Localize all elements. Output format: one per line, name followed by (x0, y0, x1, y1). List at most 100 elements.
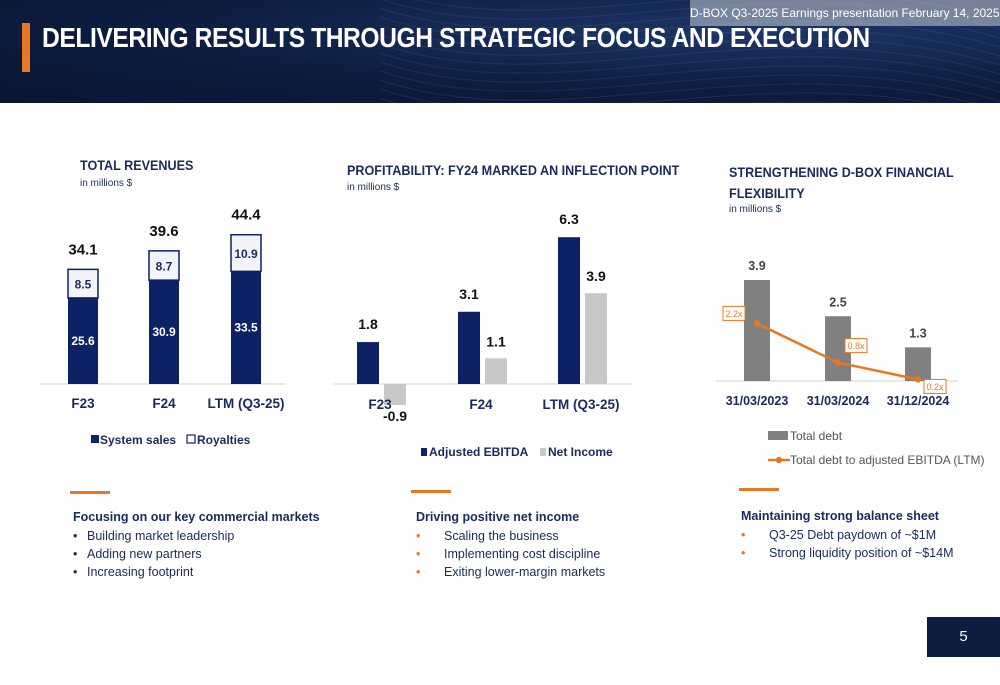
title-accent-bar (22, 23, 30, 72)
list-item: • Exiting lower-margin markets (416, 563, 605, 581)
list-item: • Q3-25 Debt paydown of ~$1M (741, 526, 954, 544)
legend-marker-debt-ratio (775, 456, 783, 464)
bar-total-debt (744, 279, 770, 381)
divider-profitability (411, 490, 451, 493)
bar-adjusted-ebitda (558, 237, 580, 384)
data-label-box (844, 338, 868, 354)
bullet-text: Building market leadership (87, 529, 235, 543)
wave-line (379, 16, 1000, 48)
data-label-debt-ratio: 2.2x (725, 309, 743, 319)
legend-label-royalties: Royalties (197, 433, 251, 447)
legend-label-total-debt: Total debt (790, 429, 843, 443)
tick-label: F23 (368, 397, 392, 412)
chart-subtitle-debt: in millions $ (729, 204, 782, 215)
data-label-total-debt: 3.9 (748, 259, 765, 273)
debt-bullets: • Q3-25 Debt paydown of ~$1M • Strong liqui… (741, 526, 954, 562)
list-item: • Strong liquidity position of ~$14M (741, 544, 954, 562)
wave-line (379, 88, 934, 103)
wave-line (379, 52, 1000, 84)
data-label-royalties: 8.5 (75, 278, 92, 292)
data-label-total-debt: 2.5 (829, 295, 846, 309)
list-item: • Implementing cost discipline (416, 545, 605, 563)
bar-net-income (485, 358, 507, 384)
data-label-net-income: 3.9 (586, 268, 606, 284)
bar-royalties (230, 233, 262, 273)
profitability-heading: Driving positive net income (416, 510, 580, 524)
data-label-debt-ratio: 0.2x (926, 382, 944, 392)
list-item: • Building market leadership (73, 527, 234, 545)
data-label-total: 44.4 (231, 207, 261, 224)
bullet-text: Exiting lower-margin markets (444, 565, 606, 579)
revenues-heading: Focusing on our key commercial markets (73, 510, 320, 524)
legend-label-debt-ratio: Total debt to adjusted EBITDA (LTM) (790, 453, 985, 467)
bullet-text: Q3-25 Debt paydown of ~$1M (769, 528, 937, 542)
debt-heading: Maintaining strong balance sheet (741, 509, 939, 523)
page-title: DELIVERING RESULTS THROUGH STRATEGIC FOC… (42, 22, 870, 53)
tick-label: 31/03/2024 (807, 394, 870, 408)
profitability-bullets: • Scaling the business • Implementing cost … (416, 527, 605, 581)
bar-royalties (67, 268, 99, 299)
tick-label: F24 (152, 396, 176, 411)
data-label-total-debt: 1.3 (909, 326, 926, 340)
legend-label-net-income: Net Income (548, 445, 613, 459)
data-label-system-sales: 33.5 (234, 321, 258, 335)
tick-label: F24 (469, 397, 493, 412)
revenues-bullets: • Building market leadership • Adding new p… (73, 527, 234, 581)
bullet-text: Implementing cost discipline (444, 547, 601, 561)
tick-label: LTM (Q3-25) (208, 396, 285, 411)
data-label-adjusted-ebitda: 6.3 (559, 211, 579, 227)
legend-swatch-adjusted-ebitda (421, 448, 427, 456)
bullet-text: Increasing footprint (87, 565, 194, 579)
divider-revenues (70, 491, 110, 494)
legend-swatch-net-income (540, 448, 546, 456)
bullet-dot-icon: • (73, 529, 78, 543)
list-item: • Scaling the business (416, 527, 605, 545)
page-number: 5 (927, 617, 1000, 657)
tick-label: F23 (71, 396, 95, 411)
chart-title-profitability: PROFITABILITY: FY24 MARKED AN INFLECTION… (347, 162, 680, 178)
tick-label: 31/12/2024 (887, 394, 950, 408)
bar-net-income (384, 384, 406, 405)
bullet-text: Adding new partners (87, 547, 202, 561)
bullet-dot-icon: • (73, 547, 78, 561)
list-item: • Increasing footprint (73, 563, 234, 581)
list-item: • Adding new partners (73, 545, 234, 563)
wave-line (379, 34, 1000, 66)
tick-label: 31/03/2023 (726, 394, 789, 408)
legend-swatch-royalties (186, 434, 196, 444)
line-point-debt-ratio (914, 376, 922, 383)
data-label-adjusted-ebitda: 1.8 (358, 316, 378, 332)
chart-title-debt: STRENGTHENING D-BOX FINANCIAL FLEXIBILIT… (729, 164, 954, 201)
data-label-net-income: -0.9 (383, 408, 407, 424)
line-point-debt-ratio (753, 320, 761, 327)
chart-title-revenues: TOTAL REVENUES (80, 157, 194, 173)
data-label-system-sales: 25.6 (71, 334, 95, 348)
bar-total-debt (905, 347, 931, 381)
bar-royalties (148, 250, 180, 281)
legend-swatch-total-debt (768, 431, 788, 440)
data-label-box (722, 305, 746, 321)
bar-net-income (585, 293, 607, 384)
legend-swatch-system-sales (91, 435, 99, 443)
bullet-dot-icon: • (741, 546, 746, 560)
bar-system-sales (68, 297, 98, 384)
wave-line (379, 79, 977, 103)
bullet-text: Strong liquidity position of ~$14M (769, 546, 954, 560)
wave-line (379, 61, 1000, 93)
tick-label: LTM (Q3-25) (543, 397, 620, 412)
chart-subtitle-profitability: in millions $ (347, 182, 400, 193)
chart-subtitle-revenues: in millions $ (80, 178, 133, 189)
legend-label-system-sales: System sales (100, 433, 176, 447)
wave-line (379, 70, 1000, 102)
legend-label-adjusted-ebitda: Adjusted EBITDA (429, 445, 529, 459)
data-label-adjusted-ebitda: 3.1 (459, 286, 479, 302)
bar-adjusted-ebitda (458, 311, 480, 384)
line-point-debt-ratio (834, 359, 842, 366)
data-label-total: 34.1 (68, 241, 97, 258)
bullet-dot-icon: • (73, 565, 78, 579)
data-label-total: 39.6 (149, 223, 178, 240)
bullet-text: Scaling the business (444, 529, 559, 543)
bullet-dot-icon: • (416, 565, 421, 579)
bar-system-sales (149, 280, 179, 384)
